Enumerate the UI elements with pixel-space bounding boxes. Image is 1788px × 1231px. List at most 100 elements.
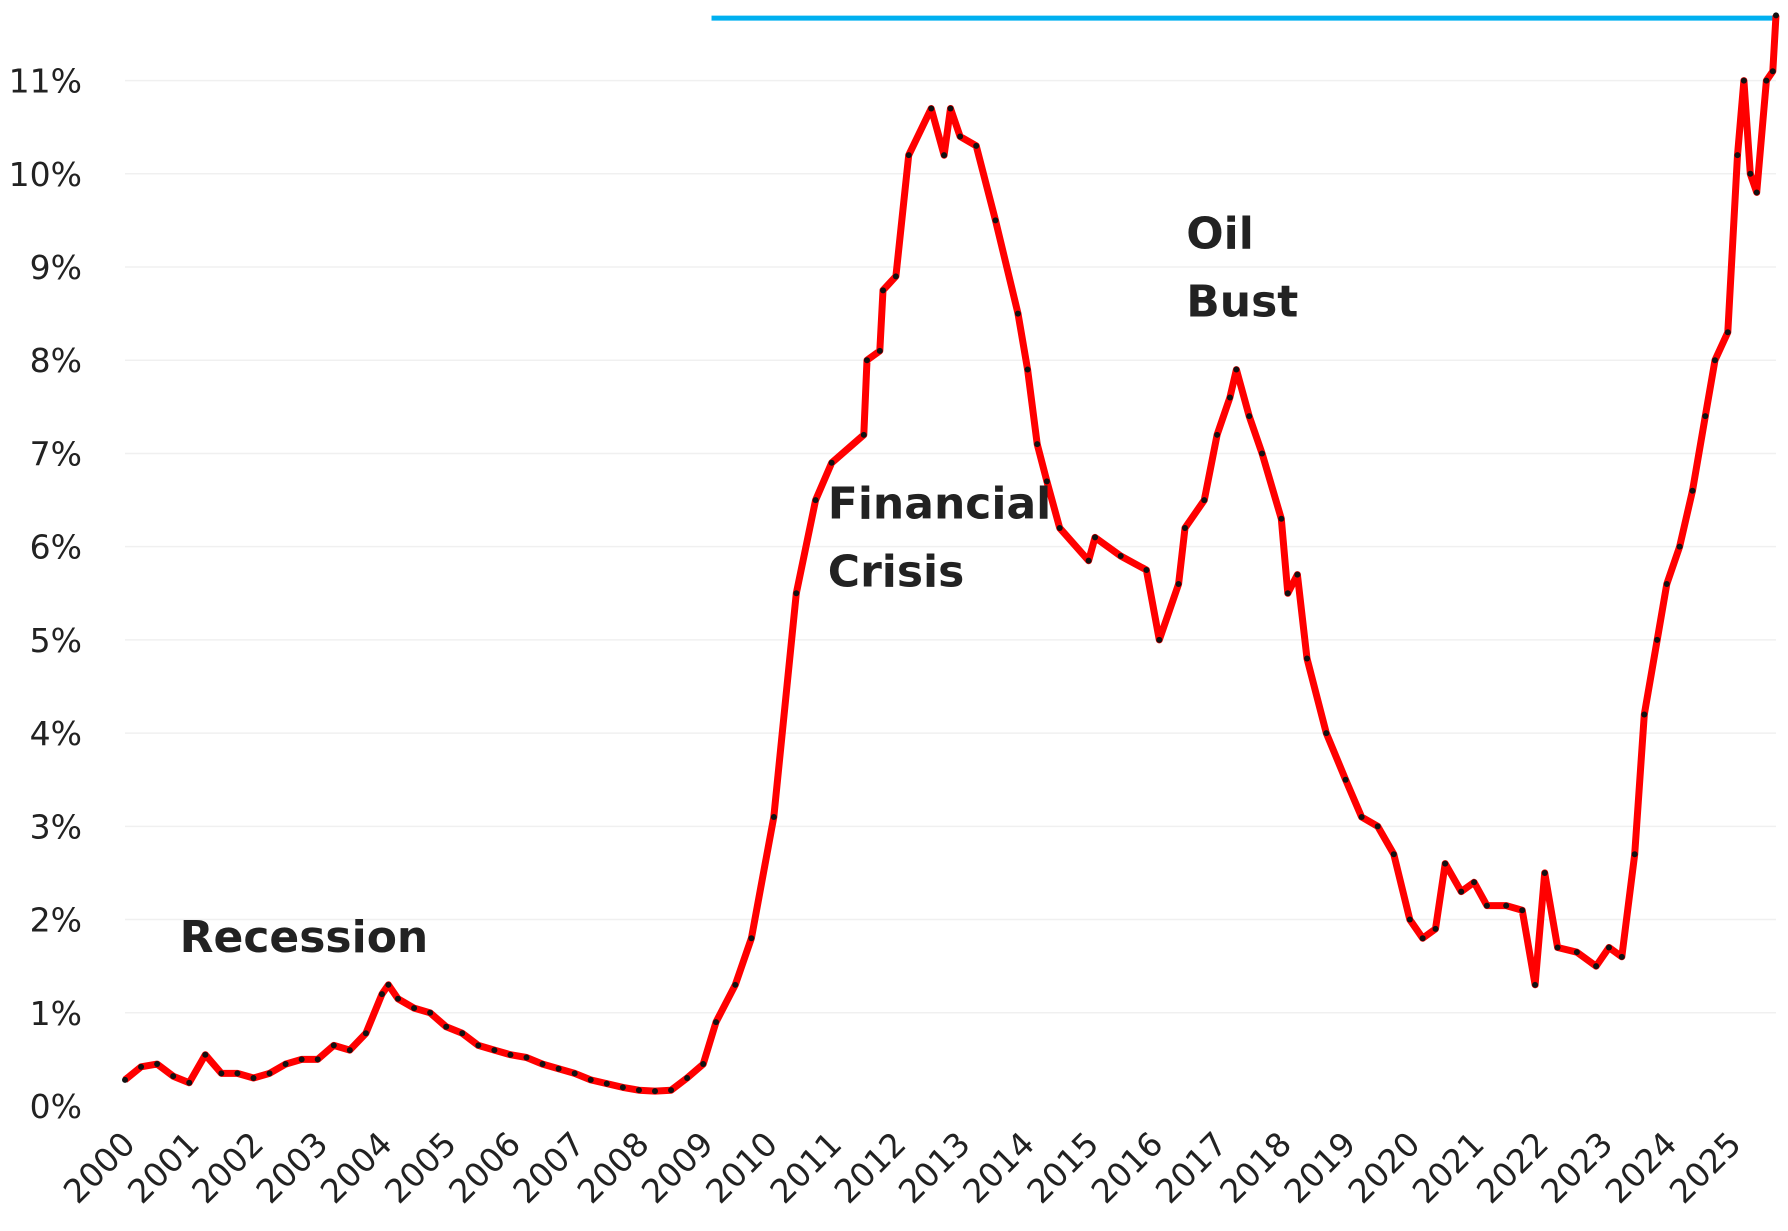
x-tick-label: 2000 xyxy=(56,1124,143,1211)
data-point xyxy=(651,1088,658,1095)
y-tick-label: 1% xyxy=(30,994,82,1033)
data-point xyxy=(770,814,777,821)
data-point xyxy=(1117,553,1124,559)
data-point xyxy=(555,1065,562,1072)
y-tick-label: 11% xyxy=(9,62,82,101)
data-point xyxy=(1085,557,1092,564)
x-tick-label: 2005 xyxy=(377,1124,464,1211)
data-point xyxy=(1214,431,1221,438)
data-point xyxy=(507,1051,514,1058)
x-tick-label: 2025 xyxy=(1662,1124,1749,1211)
y-tick-label: 2% xyxy=(30,901,82,940)
data-point xyxy=(378,991,385,998)
data-point xyxy=(1406,916,1413,923)
data-point xyxy=(1374,823,1381,830)
data-point xyxy=(385,981,392,988)
data-point xyxy=(475,1042,482,1049)
data-point xyxy=(1573,949,1580,956)
data-point xyxy=(1390,851,1397,858)
data-point xyxy=(1711,357,1718,364)
data-point xyxy=(186,1079,193,1086)
data-point xyxy=(793,590,800,597)
data-point xyxy=(1753,189,1760,196)
data-point xyxy=(828,459,835,466)
data-point xyxy=(812,497,819,504)
x-tick-label: 2011 xyxy=(762,1124,849,1211)
data-point xyxy=(298,1056,305,1063)
data-point xyxy=(1358,814,1365,821)
data-point xyxy=(619,1084,626,1091)
data-point xyxy=(1304,655,1311,662)
x-tick-label: 2016 xyxy=(1084,1124,1171,1211)
data-point xyxy=(713,1019,720,1026)
data-point xyxy=(1747,170,1754,177)
data-point xyxy=(1092,534,1099,541)
data-point xyxy=(1631,851,1638,858)
data-point xyxy=(282,1061,289,1068)
data-point xyxy=(1442,860,1449,867)
data-point xyxy=(202,1051,209,1058)
y-tick-label: 8% xyxy=(30,341,82,380)
data-point xyxy=(1284,590,1291,597)
data-point xyxy=(1432,925,1439,932)
y-tick-label: 0% xyxy=(30,1087,82,1126)
y-tick-label: 6% xyxy=(30,528,82,567)
data-point xyxy=(1676,543,1683,550)
data-point xyxy=(395,995,402,1002)
data-point xyxy=(218,1070,225,1077)
data-point xyxy=(1342,776,1349,783)
data-point xyxy=(700,1061,707,1068)
x-tick-label: 2009 xyxy=(634,1124,721,1211)
data-point xyxy=(362,1030,369,1037)
data-point xyxy=(587,1076,594,1083)
annotation: Recession xyxy=(180,912,429,963)
data-point xyxy=(1471,879,1478,886)
data-point xyxy=(1689,487,1696,494)
y-tick-label: 3% xyxy=(30,807,82,846)
data-point xyxy=(1201,497,1208,504)
data-point xyxy=(1702,413,1709,420)
data-point xyxy=(1175,580,1182,587)
x-tick-label: 2008 xyxy=(570,1124,657,1211)
y-tick-label: 7% xyxy=(30,434,82,473)
x-tick-label: 2022 xyxy=(1469,1124,1556,1211)
data-point xyxy=(892,273,899,280)
data-point xyxy=(330,1042,337,1049)
data-point xyxy=(748,935,755,942)
data-point xyxy=(668,1087,675,1094)
data-point xyxy=(266,1070,273,1077)
data-point xyxy=(1014,310,1021,317)
data-point xyxy=(1226,394,1233,401)
data-point xyxy=(1734,152,1741,159)
data-point xyxy=(1233,366,1240,373)
data-point xyxy=(314,1056,321,1063)
data-point xyxy=(876,347,883,354)
data-point xyxy=(1323,730,1330,737)
data-point xyxy=(928,105,935,112)
x-tick-label: 2013 xyxy=(891,1124,978,1211)
data-point xyxy=(1541,869,1548,876)
x-tick-label: 2020 xyxy=(1341,1124,1428,1211)
data-point xyxy=(1056,525,1063,532)
y-tick-label: 9% xyxy=(30,248,82,287)
data-point xyxy=(1593,963,1600,970)
data-point xyxy=(957,133,964,140)
data-point xyxy=(1024,366,1031,373)
data-point xyxy=(411,1005,418,1012)
data-point xyxy=(635,1087,642,1094)
data-point xyxy=(1773,12,1779,19)
data-point xyxy=(603,1080,610,1087)
data-point xyxy=(1641,711,1648,718)
data-point xyxy=(1259,450,1266,457)
data-point xyxy=(860,431,867,438)
data-point xyxy=(992,217,999,224)
data-point xyxy=(427,1009,434,1016)
data-point xyxy=(1043,478,1050,485)
data-point xyxy=(1483,902,1490,909)
data-point xyxy=(1724,329,1731,336)
x-tick-label: 2004 xyxy=(313,1124,400,1211)
data-point xyxy=(170,1073,177,1080)
data-point xyxy=(1034,441,1041,448)
